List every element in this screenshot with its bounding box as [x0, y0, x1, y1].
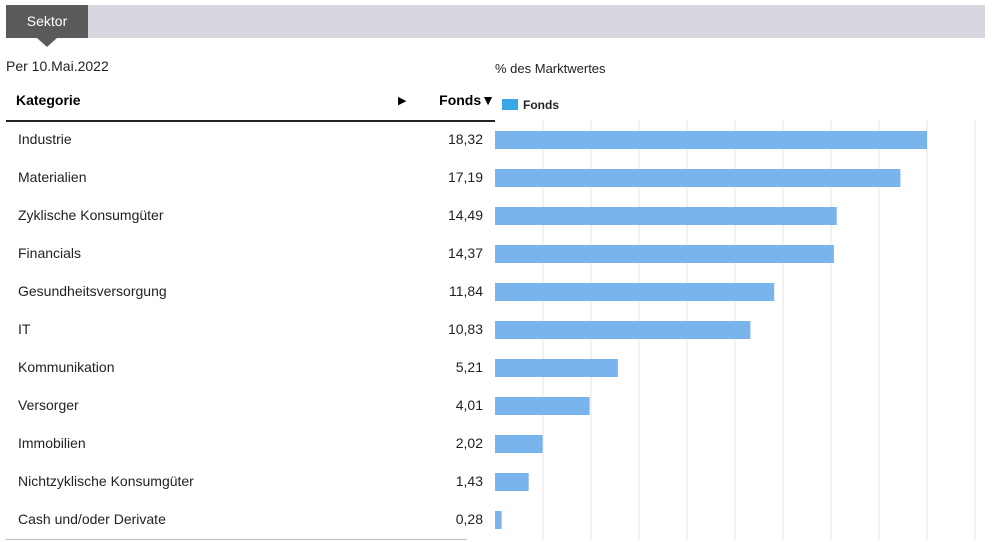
table-row: Financials 14,37 [6, 235, 495, 273]
table-row: Cash und/oder Derivate 0,28 [6, 501, 495, 539]
bar-zyklische-konsumgüter[interactable] [495, 207, 837, 225]
table-row: IT 10,83 [6, 311, 495, 349]
row-value: 0,28 [455, 511, 483, 527]
table-row: Nichtzyklische Konsumgüter 1,43 [6, 463, 495, 501]
table-row: Immobilien 2,02 [6, 425, 495, 463]
tab-bar: Sektor [6, 5, 985, 47]
row-value: 2,02 [455, 435, 483, 451]
legend-label: Fonds [523, 98, 559, 112]
row-value: 10,83 [447, 321, 483, 337]
tab-active-indicator [37, 38, 57, 47]
row-label: Nichtzyklische Konsumgüter [18, 473, 194, 489]
bar-kommunikation[interactable] [495, 359, 618, 377]
row-label: Industrie [18, 131, 72, 147]
sector-table: Industrie 18,32 Materialien 17,19 Zyklisch… [6, 121, 495, 539]
expand-arrow-icon[interactable]: ▶ [398, 95, 407, 107]
row-value: 14,37 [447, 245, 483, 261]
table-bottom-rule [6, 539, 467, 540]
row-label: IT [18, 321, 31, 337]
table-row: Kommunikation 5,21 [6, 349, 495, 387]
bar-industrie[interactable] [495, 131, 927, 149]
tab-sektor[interactable]: Sektor [6, 5, 88, 38]
table-row: Materialien 17,19 [6, 159, 495, 197]
column-header-fonds[interactable]: Fonds▼ [439, 92, 495, 108]
chart-title: % des Marktwertes [495, 61, 606, 76]
table-row: Versorger 4,01 [6, 387, 495, 425]
bar-cash-und-oder-derivate[interactable] [495, 511, 502, 529]
row-label: Zyklische Konsumgüter [18, 207, 164, 223]
row-value: 17,19 [447, 169, 483, 185]
row-value: 4,01 [455, 397, 483, 413]
row-value: 14,49 [447, 207, 483, 223]
row-label: Gesundheitsversorgung [18, 283, 167, 299]
column-header-category[interactable]: Kategorie [16, 92, 81, 108]
as-of-date: Per 10.Mai.2022 [6, 58, 109, 74]
bar-financials[interactable] [495, 245, 834, 263]
table-row: Industrie 18,32 [6, 121, 495, 159]
bar-materialien[interactable] [495, 169, 901, 187]
chart-legend: Fonds [502, 98, 559, 112]
row-value: 1,43 [455, 473, 483, 489]
row-value: 11,84 [449, 283, 483, 299]
bar-it[interactable] [495, 321, 751, 339]
row-label: Versorger [18, 397, 79, 413]
row-value: 18,32 [447, 131, 483, 147]
row-label: Cash und/oder Derivate [18, 511, 166, 527]
row-label: Materialien [18, 169, 87, 185]
bar-nichtzyklische-konsumgüter[interactable] [495, 473, 529, 491]
table-header: Kategorie ▶ Fonds▼ [6, 88, 495, 122]
row-label: Immobilien [18, 435, 86, 451]
row-value: 5,21 [455, 359, 483, 375]
bar-gesundheitsversorgung[interactable] [495, 283, 775, 301]
row-label: Kommunikation [18, 359, 115, 375]
row-label: Financials [18, 245, 82, 261]
table-row: Gesundheitsversorgung 11,84 [6, 273, 495, 311]
legend-swatch [502, 99, 518, 110]
bar-versorger[interactable] [495, 397, 590, 415]
bar-immobilien[interactable] [495, 435, 543, 453]
table-row: Zyklische Konsumgüter 14,49 [6, 197, 495, 235]
